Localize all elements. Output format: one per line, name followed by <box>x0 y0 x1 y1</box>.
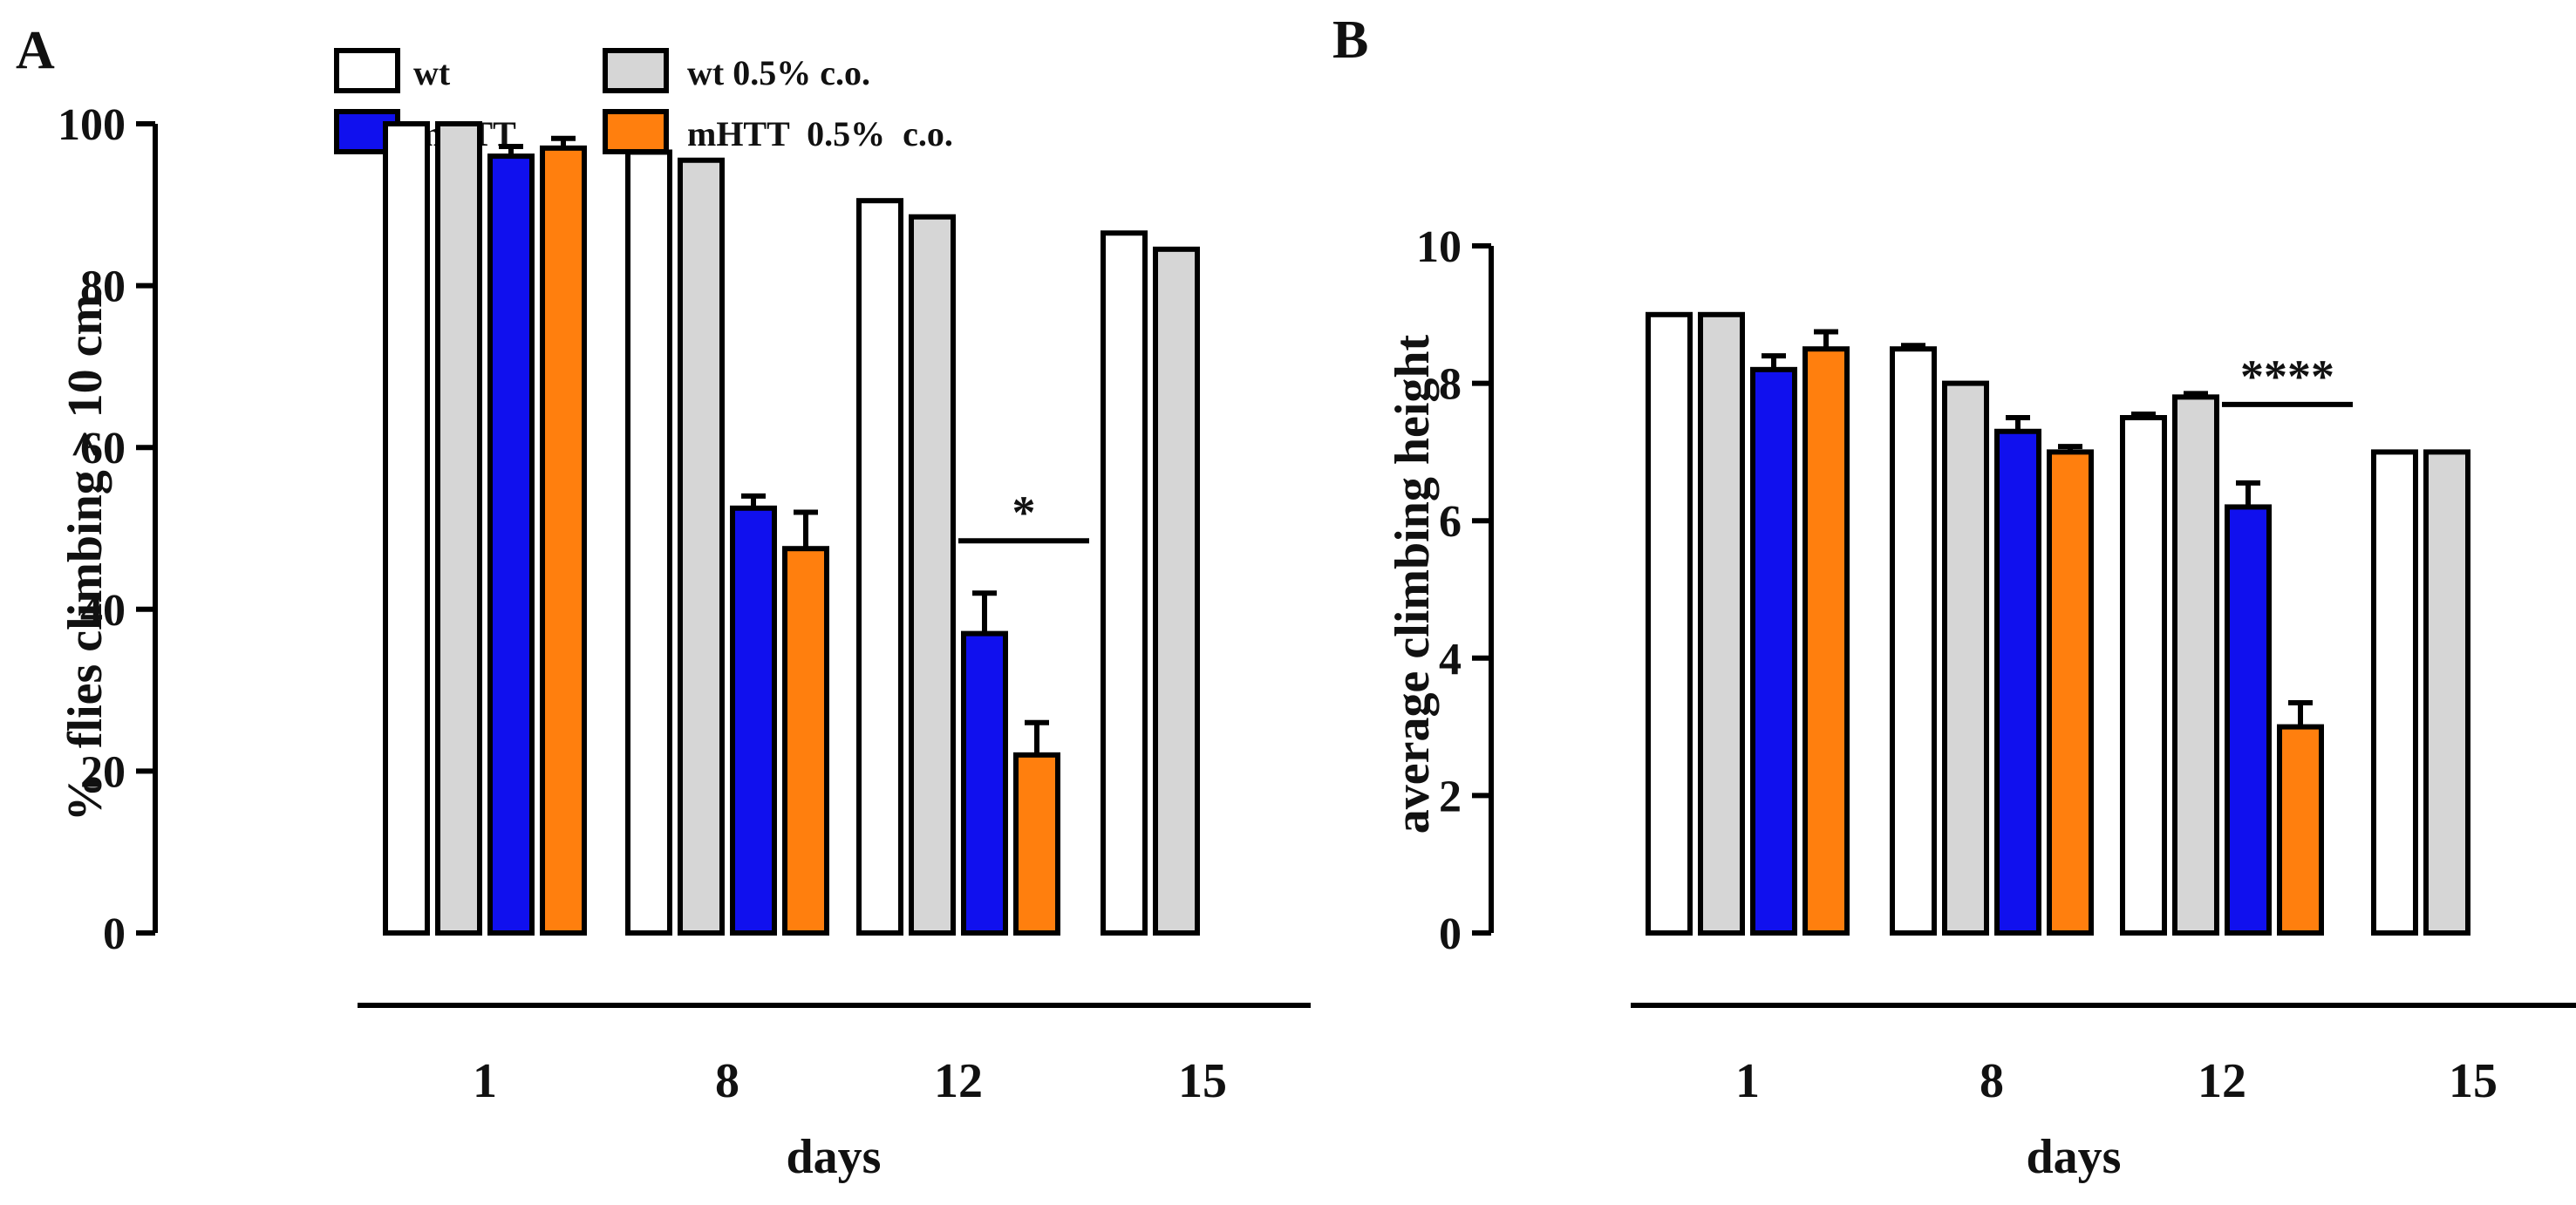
legend-label-wt: wt <box>413 53 451 92</box>
panel-label-b: B <box>1332 10 1368 70</box>
bar <box>678 157 725 936</box>
bar <box>1013 752 1060 936</box>
legend-label-mhtt-co: mHTT 0.5% c.o. <box>687 114 953 153</box>
y-tick-label: 8 <box>1439 360 1462 410</box>
y-tick-label: 2 <box>1439 772 1462 821</box>
y-tick-label: 0 <box>103 909 126 959</box>
y-tick-label: 6 <box>1439 497 1462 547</box>
panel-label-a: A <box>16 21 55 80</box>
bar <box>2277 724 2324 936</box>
y-tick-label: 10 <box>1416 222 1462 272</box>
bar <box>2172 394 2219 936</box>
bar <box>782 546 829 936</box>
x-tick-label: 1 <box>1735 1054 1760 1108</box>
bar <box>909 214 956 936</box>
bar <box>435 121 482 936</box>
bar <box>1994 428 2041 936</box>
y-tick-label: 20 <box>80 747 126 797</box>
legend-label-wt-co: wt 0.5% c.o. <box>687 53 870 92</box>
chart-panel-a: % flies climbing > 10 cm days 0 20 40 60 80 1… <box>58 100 1311 1184</box>
bar <box>1698 311 1745 936</box>
significance-label: **** <box>2240 351 2334 403</box>
legend-swatch-wt <box>334 48 400 93</box>
bar <box>2047 449 2094 936</box>
x-axis-label-b: days <box>2027 1130 2122 1184</box>
y-tick-label: 40 <box>80 586 126 636</box>
bar <box>1750 366 1797 936</box>
bar <box>1890 346 1937 936</box>
y-axis-label-a: % flies climbing > 10 cm <box>58 295 112 821</box>
bar <box>1942 380 1989 936</box>
x-tick-label: 12 <box>2198 1054 2246 1108</box>
bar <box>625 149 672 936</box>
chart-panel-b: average climbing height days 0 2 4 6 8 10 1 8 12… <box>1386 222 2576 1184</box>
bar <box>2371 449 2418 936</box>
x-tick-label: 8 <box>1980 1054 2004 1108</box>
x-tick-label: 1 <box>473 1054 497 1108</box>
legend-swatch-mhtt-co <box>603 109 669 154</box>
bar <box>1646 311 1693 936</box>
x-tick-label: 8 <box>715 1054 739 1108</box>
y-tick-label: 60 <box>80 424 126 473</box>
x-tick-label: 15 <box>2449 1054 2498 1108</box>
bar <box>2120 415 2167 936</box>
y-axis-label-b: average climbing height <box>1386 334 1440 834</box>
bar <box>487 153 535 936</box>
legend-swatch-wt-co <box>603 48 669 93</box>
x-tick-label: 15 <box>1178 1054 1227 1108</box>
x-tick-label: 12 <box>934 1054 983 1108</box>
bar <box>2225 504 2272 936</box>
bar <box>856 198 903 936</box>
bar <box>383 121 430 936</box>
bar <box>540 145 587 936</box>
bar <box>1803 346 1850 936</box>
y-tick-label: 0 <box>1439 909 1462 959</box>
bar <box>730 505 777 936</box>
bar <box>2423 449 2470 936</box>
bar <box>1153 246 1200 936</box>
bar <box>961 630 1008 936</box>
bar <box>1101 230 1148 936</box>
y-tick-label: 4 <box>1439 635 1462 684</box>
y-tick-label: 100 <box>58 100 126 150</box>
significance-label: * <box>1012 487 1036 539</box>
y-tick-label: 80 <box>80 262 126 312</box>
x-axis-label-a: days <box>787 1130 882 1184</box>
